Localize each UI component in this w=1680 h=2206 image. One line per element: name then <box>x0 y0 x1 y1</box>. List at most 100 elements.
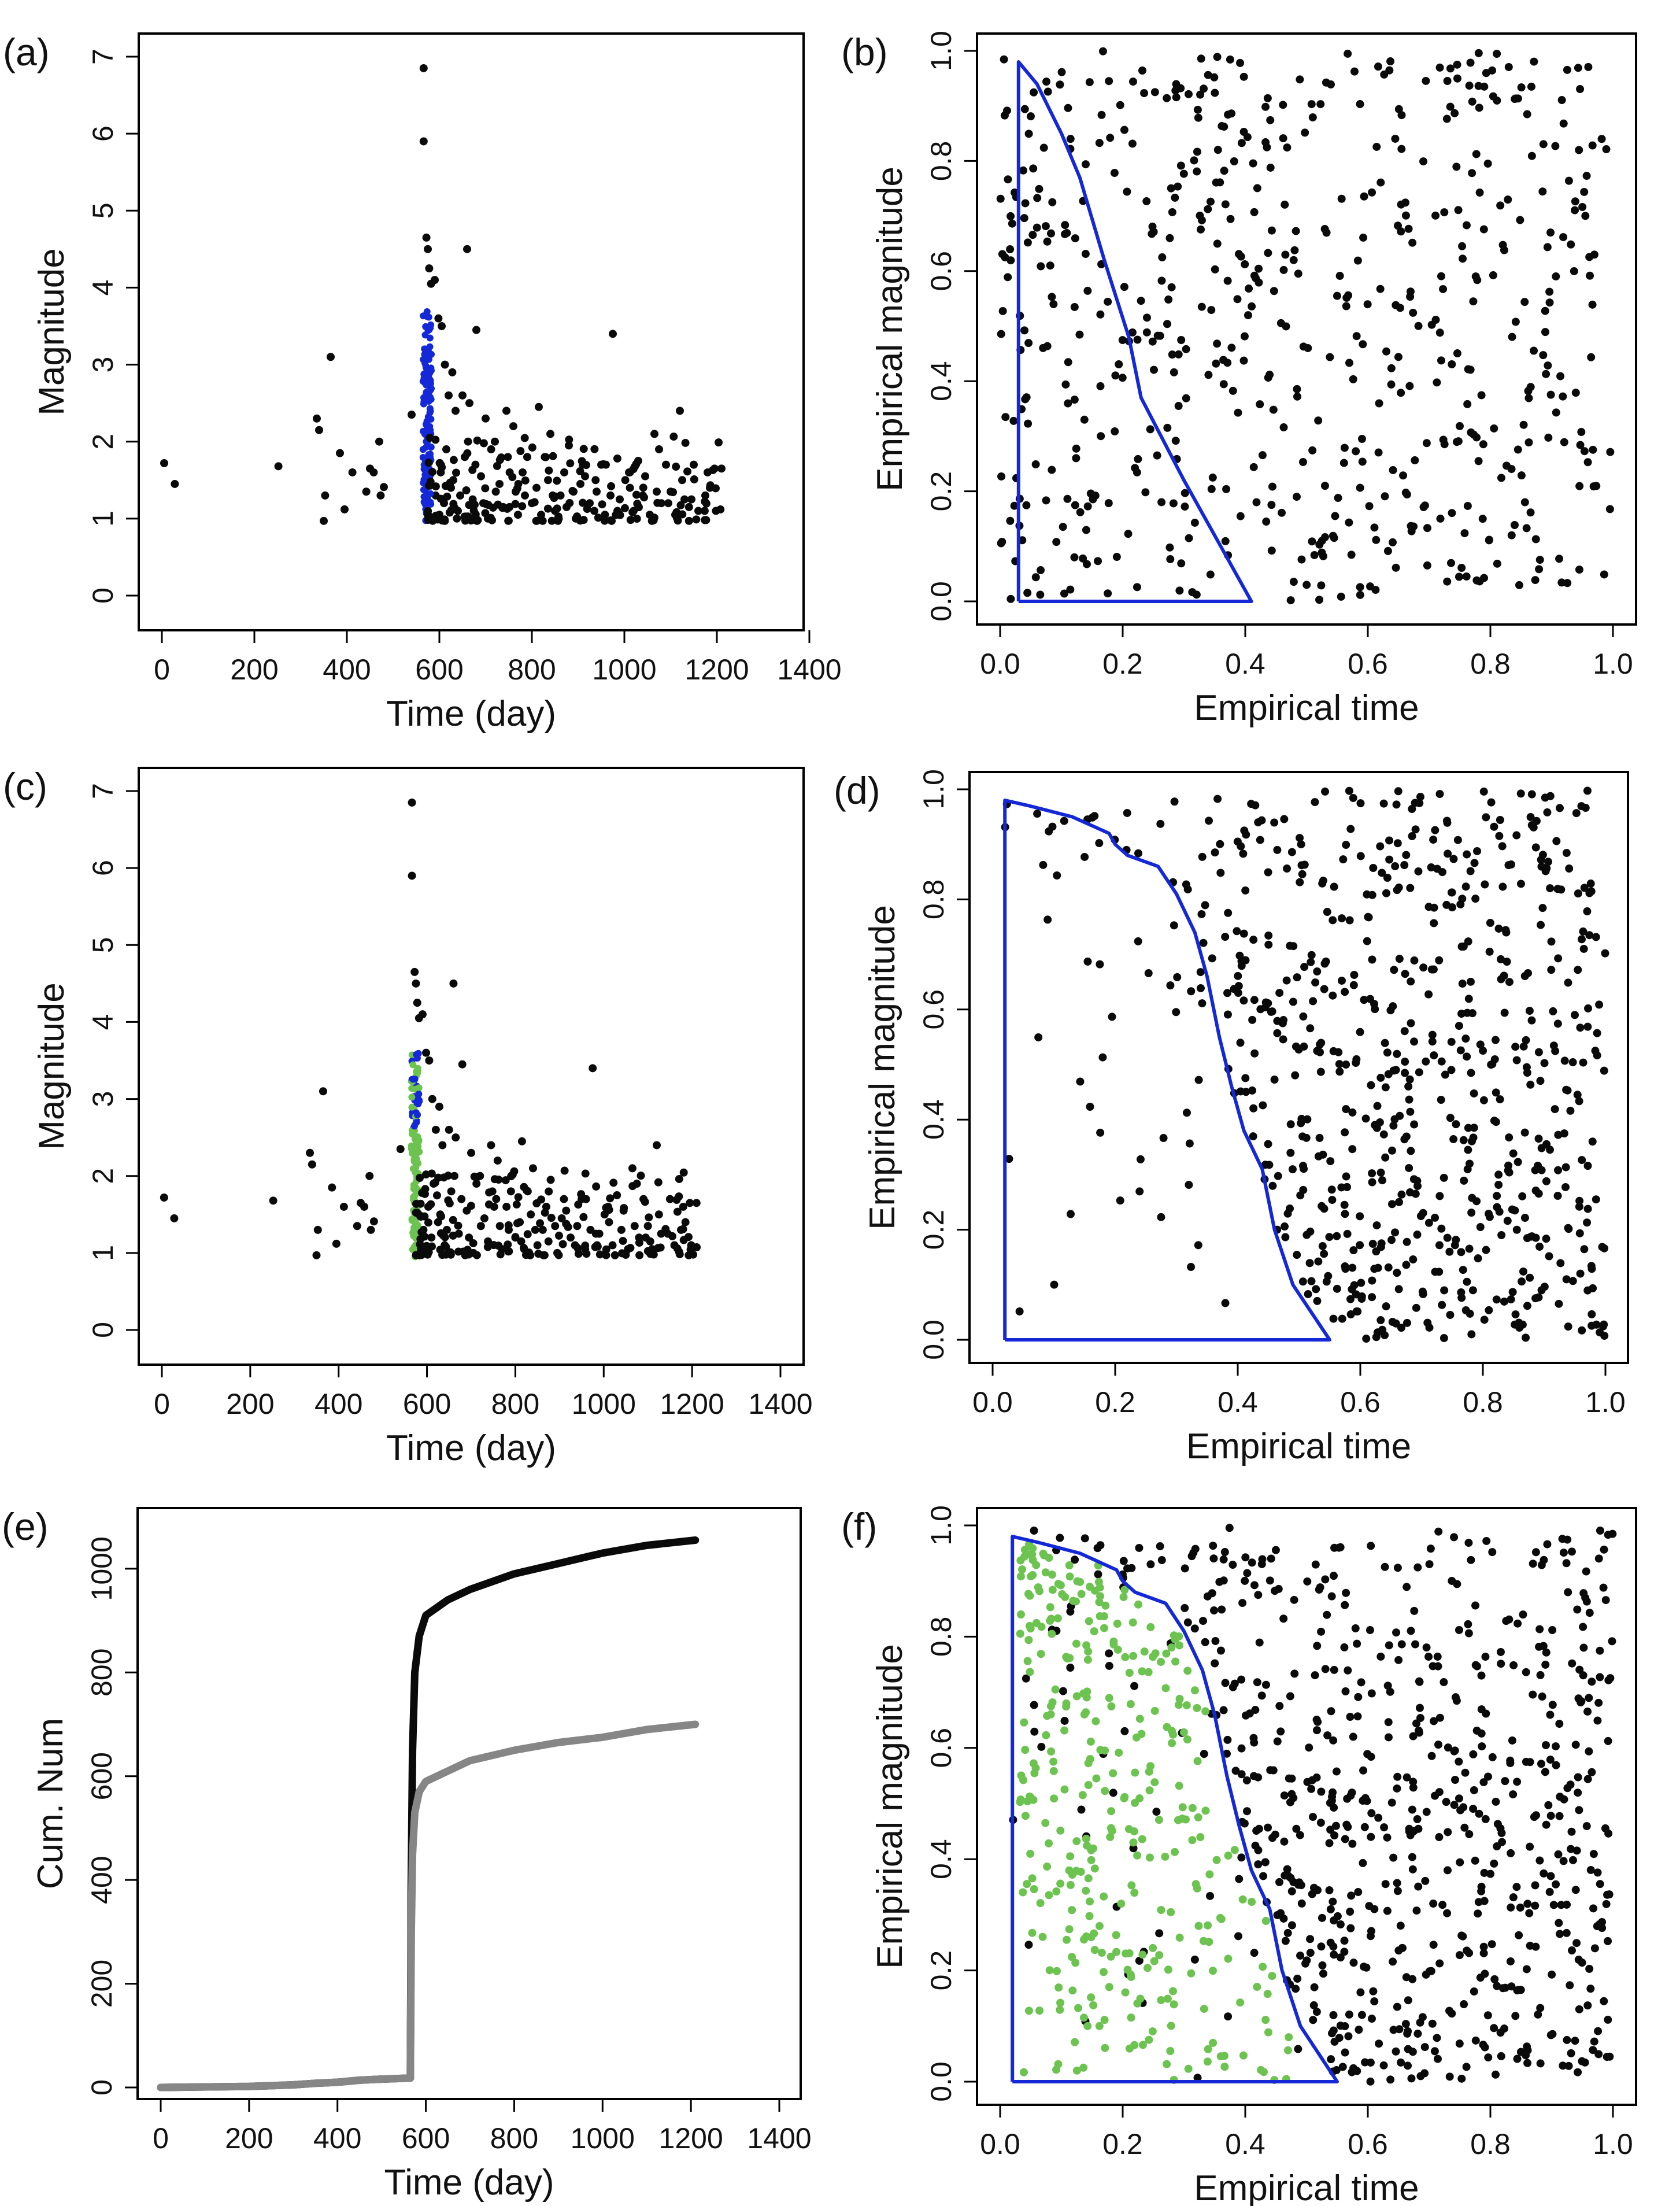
panel-f-ytick-label: 0.4 <box>925 1839 957 1879</box>
panel-d-point <box>1339 855 1348 864</box>
panel-f-point <box>1606 1674 1615 1683</box>
panel-d-point <box>1542 1177 1551 1185</box>
panel-a-point <box>520 434 529 442</box>
panel-b-point <box>1414 322 1423 330</box>
panel-f-point <box>1409 1778 1418 1786</box>
panel-f-point <box>1523 1900 1532 1908</box>
panel-d-point <box>1543 808 1552 816</box>
panel-f-point <box>1546 1812 1555 1820</box>
panel-f-point <box>1327 1793 1336 1801</box>
panel-c-point <box>422 1048 431 1057</box>
panel-d-point <box>1327 1185 1336 1194</box>
panel-a-cluster-point <box>427 364 435 372</box>
panel-f-point <box>1380 1823 1389 1832</box>
panel-f-green-point <box>1096 1592 1105 1601</box>
panel-c-xtick-label: 1200 <box>660 1388 724 1420</box>
panel-d-point <box>1537 1166 1546 1174</box>
panel-d-point <box>1134 937 1142 945</box>
panel-d-point <box>1512 1225 1521 1234</box>
panel-a-point <box>716 505 725 513</box>
panel-f-point <box>1393 2002 1401 2011</box>
panel-b-point <box>1097 432 1105 441</box>
panel-b-point <box>1249 463 1258 471</box>
panel-d-point <box>1341 988 1349 996</box>
panel-f-point <box>1353 2067 1361 2075</box>
panel-d-point <box>1341 1262 1349 1270</box>
panel-b-point <box>1507 531 1516 540</box>
panel-b-point <box>1031 573 1040 582</box>
panel-b-point <box>1194 113 1202 122</box>
panel-f-green-point <box>1183 1735 1191 1744</box>
panel-c-cluster-point <box>409 1061 417 1069</box>
panel-a-point <box>672 508 681 516</box>
panel-b-point <box>1293 385 1301 393</box>
panel-f-point <box>1555 1812 1564 1820</box>
panel-a-point <box>594 513 602 522</box>
panel-d-point <box>1216 840 1224 848</box>
panel-b-point <box>1545 287 1554 296</box>
panel-b-point <box>1111 371 1120 380</box>
panel-f-point <box>1481 1815 1490 1823</box>
panel-d-point <box>1542 1140 1551 1148</box>
panel-f-point <box>1501 1777 1509 1786</box>
panel-f-point <box>1290 1669 1299 1678</box>
panel-f-point <box>1433 2055 1442 2063</box>
panel-f-green-point <box>1138 1950 1147 1959</box>
panel-f-point <box>1249 1772 1258 1780</box>
panel-a-point <box>717 464 726 473</box>
panel-a-point <box>700 507 709 515</box>
panel-f-green-point <box>1175 1933 1184 1942</box>
panel-f-point <box>1261 1680 1270 1689</box>
panel-b-point <box>1552 272 1560 281</box>
panel-f-green-point <box>1100 1612 1108 1621</box>
panel-f-point <box>1552 1761 1560 1769</box>
panel-d-point <box>1239 849 1248 858</box>
panel-a-point <box>565 441 573 450</box>
panel-d-point <box>1516 880 1525 888</box>
panel-a-point <box>516 447 525 456</box>
panel-b-point <box>1320 482 1329 490</box>
panel-c-point <box>554 1231 563 1240</box>
panel-f-point <box>1563 2035 1571 2044</box>
panel-f-green-point <box>1129 1838 1138 1847</box>
panel-b-point <box>1080 415 1089 424</box>
panel-d-point <box>1298 870 1307 878</box>
panel-f-point <box>1413 1815 1422 1824</box>
panel-f-green-point <box>1020 1546 1029 1554</box>
panel-b-point <box>1072 444 1080 453</box>
panel-f-point <box>1408 1853 1416 1861</box>
panel-f-green-point <box>1115 1749 1123 1757</box>
panel-d-point <box>1431 826 1440 834</box>
panel-d-point <box>1461 1034 1470 1043</box>
panel-d-point <box>1405 1163 1413 1172</box>
panel-a-point <box>678 476 686 485</box>
panel-f-point <box>1555 1919 1563 1927</box>
panel-a-point <box>690 475 698 484</box>
panel-a-point <box>715 438 723 447</box>
panel-b-point <box>1475 104 1483 112</box>
panel-f-green-point <box>1030 1885 1038 1894</box>
panel-f-green-point <box>1099 1968 1108 1976</box>
panel-b-point <box>1375 399 1383 408</box>
panel-b-point <box>1006 256 1015 265</box>
panel-d-ytick-label: 0.0 <box>917 1320 950 1360</box>
panel-f-point <box>1283 1928 1292 1937</box>
panel-b-point <box>1478 515 1487 523</box>
panel-b-point <box>1555 555 1564 563</box>
panel-b-point <box>1060 230 1069 238</box>
panel-f-point <box>1540 1869 1548 1878</box>
panel-b-point <box>1535 556 1544 564</box>
panel-f-green-point <box>1024 1590 1033 1598</box>
panel-f-point <box>1366 1626 1374 1635</box>
panel-b-point <box>1083 502 1092 511</box>
panel-d-point <box>1335 1067 1344 1076</box>
panel-b-point <box>1546 390 1555 399</box>
panel-f-green-point <box>1196 1833 1205 1842</box>
panel-f-point <box>1267 1554 1275 1563</box>
panel-b-point <box>1575 566 1583 574</box>
panel-b-point <box>1448 509 1456 518</box>
panel-d-point <box>1405 1075 1414 1084</box>
panel-f-green-point <box>1168 1987 1177 1996</box>
panel-b-point <box>1269 405 1278 414</box>
panel-b-point <box>1320 225 1329 234</box>
